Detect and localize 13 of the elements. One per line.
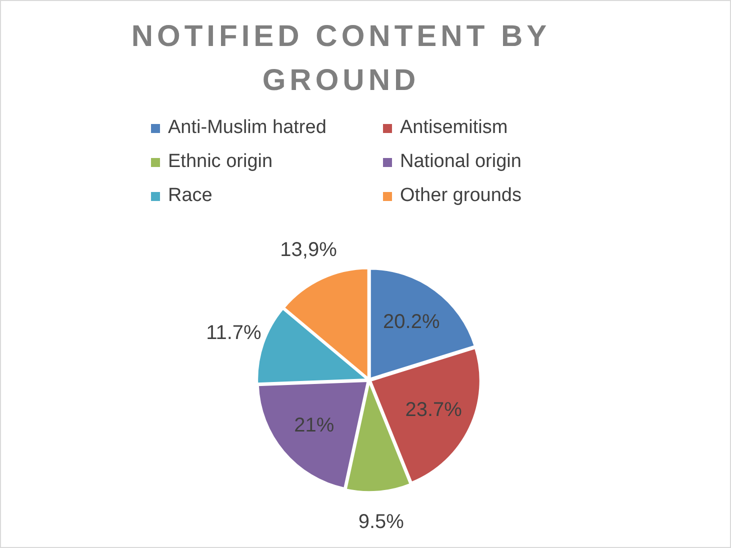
data-label: 11.7% [206, 322, 262, 344]
legend-label: Other grounds [400, 185, 522, 207]
legend-label: Race [168, 185, 212, 207]
legend-label: Anti-Muslim hatred [168, 117, 326, 139]
data-label: 21% [294, 414, 334, 436]
data-label: 13,9% [280, 238, 338, 261]
legend-label: Antisemitism [400, 117, 508, 139]
chart-title: NOTIFIED CONTENT BY GROUND [130, 19, 552, 99]
data-label: 20.2% [383, 310, 440, 333]
data-label: 23.7% [405, 399, 462, 422]
legend-label: Ethnic origin [168, 151, 273, 173]
legend-label: National origin [400, 151, 522, 173]
data-label: 9.5% [358, 511, 404, 533]
